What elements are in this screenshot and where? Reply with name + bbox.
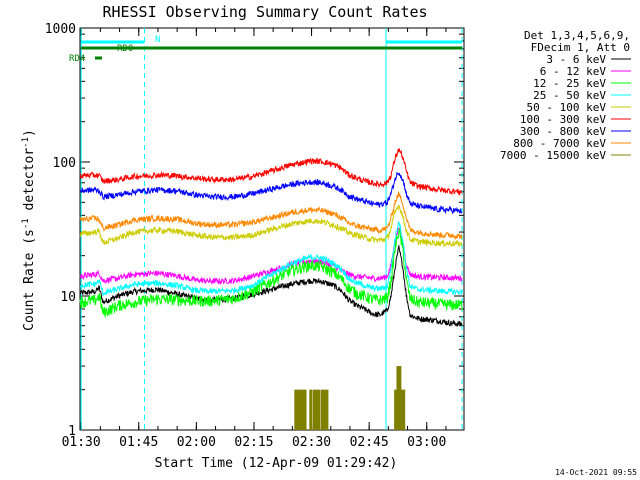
plot-frame [79,27,465,431]
y-tick-label: 10 [60,290,76,305]
series-bar [300,389,304,430]
series-line [79,148,463,196]
x-axis-label: Start Time (12-Apr-09 01:29:42) [155,456,398,471]
series-bar [402,389,406,430]
annotation-rd4: RD4 [69,54,85,64]
legend-label: 50 - 100 keV [527,101,607,114]
series-line [79,204,463,248]
y-axis-label: Count Rate (s-1 detector-1) [21,129,37,331]
legend-label: 6 - 12 keV [540,65,607,78]
series-bar [320,389,324,430]
timestamp: 14-Oct-2021 09:55 [555,468,637,477]
x-tick-label: 03:00 [407,435,446,450]
legend-label: 25 - 50 keV [533,89,606,102]
series-bar [296,389,300,430]
series-bar [294,389,298,430]
legend-label: 800 - 7000 keV [513,137,606,150]
series-bar [317,389,321,430]
x-tick-label: 01:45 [119,435,158,450]
series-bar [394,389,398,430]
legend-header-2: FDecim 1, Att 0 [531,41,630,54]
series-line [79,244,463,327]
annotation-n: N [155,35,160,45]
legend-label: 7000 - 15000 keV [500,149,606,162]
legend-label: 3 - 6 keV [546,53,606,66]
series-lines [79,148,463,430]
series-bar [309,389,313,430]
x-tick-label: 02:45 [350,435,389,450]
series-line [79,171,463,215]
series-line [79,227,463,286]
x-axis: 01:30 01:45 02:00 02:15 02:30 02:45 03:00 [62,28,447,450]
legend-header-1: Det 1,3,4,5,6,9, [524,29,630,42]
series-bar [303,389,307,430]
y-tick-label: 1000 [45,22,76,37]
series-bar [325,389,329,430]
y-tick-label: 1 [68,424,76,439]
series-line [79,221,463,296]
x-tick-label: 02:00 [177,435,216,450]
x-tick-label: 01:30 [62,435,101,450]
series-bar [396,366,400,430]
chart-title: RHESSI Observing Summary Count Rates [102,3,427,21]
y-tick-label: 100 [53,156,76,171]
x-tick-label: 02:15 [234,435,273,450]
series-bar [398,366,402,430]
series-bar [298,389,302,430]
x-tick-label: 02:30 [292,435,331,450]
annotation-rd0: RD0 [117,44,133,54]
series-bar [315,389,319,430]
legend-label: 100 - 300 keV [520,113,606,126]
series-bar [312,389,316,430]
legend-label: 12 - 25 keV [533,77,606,90]
annotation-bars [81,40,463,50]
series-bar [400,389,404,430]
series-line [79,228,463,318]
series-line [79,191,463,241]
series-bar [322,389,326,430]
legend-label: 300 - 800 keV [520,125,606,138]
